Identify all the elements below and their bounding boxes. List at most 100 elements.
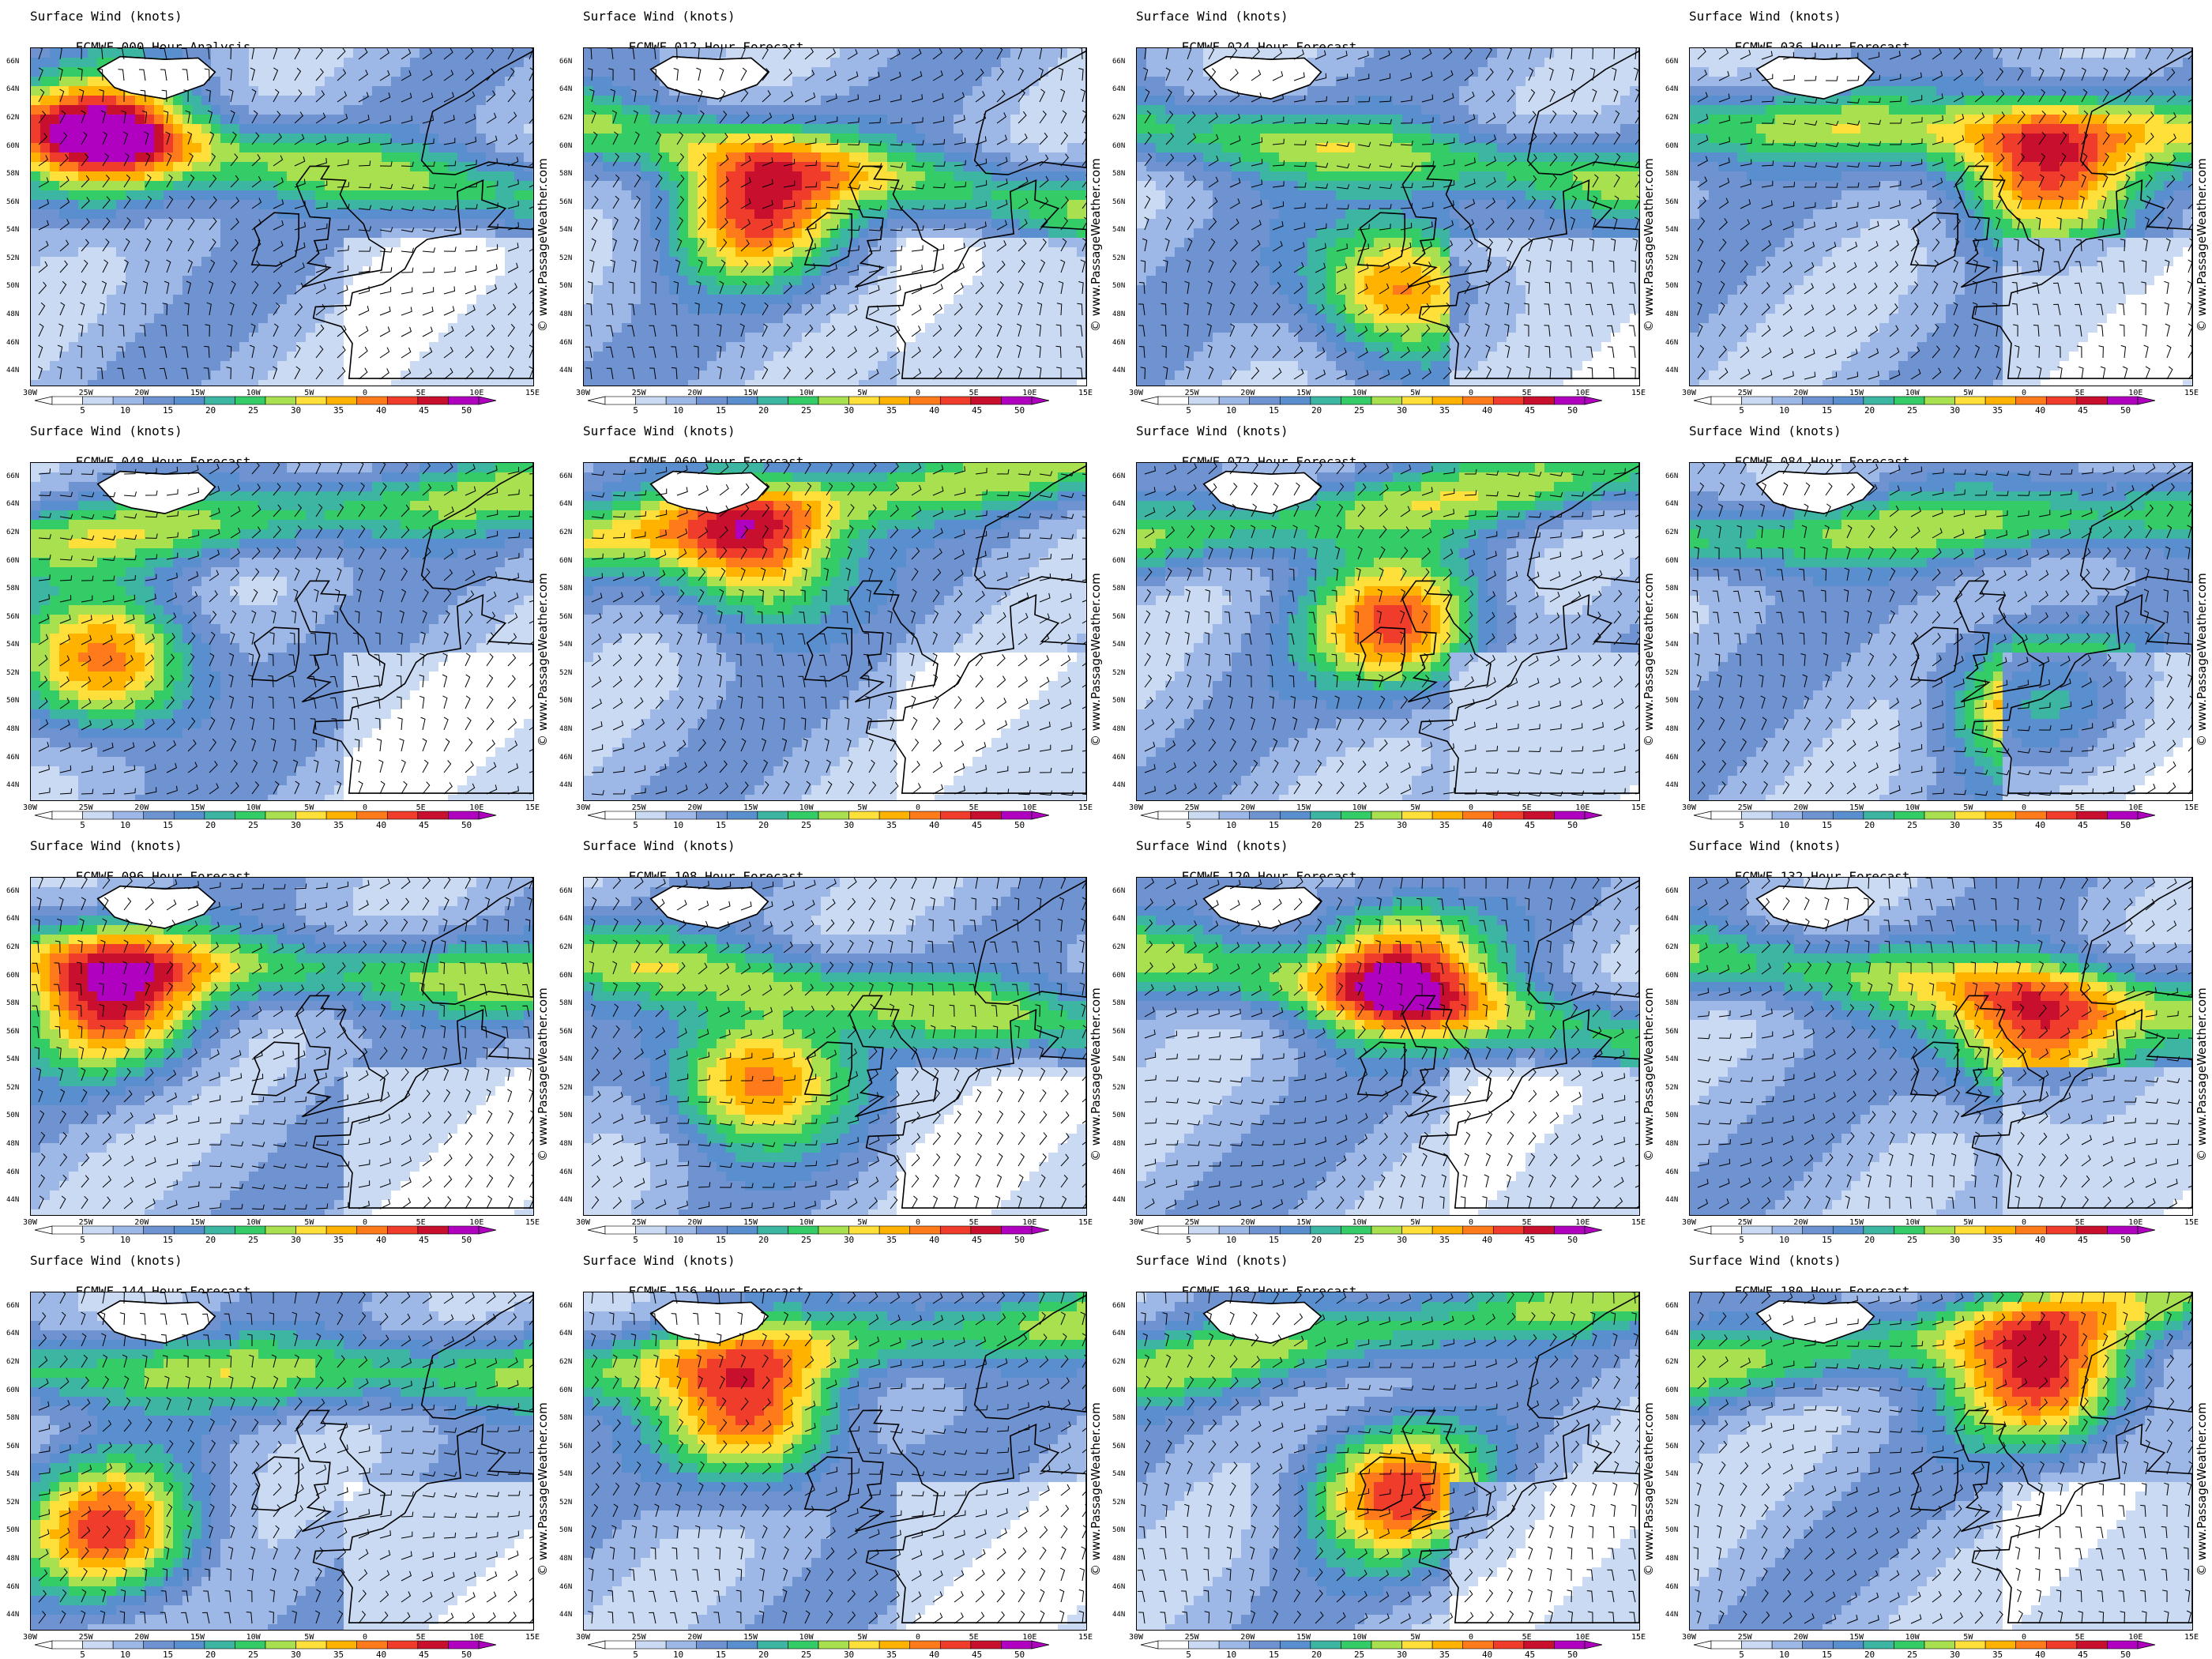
wind-barb	[422, 568, 431, 581]
wind-barb	[587, 68, 593, 81]
lat-label: 50N	[559, 697, 572, 705]
wind-barb	[1910, 676, 1921, 688]
wind-barb	[1549, 532, 1562, 539]
wind-barb	[1293, 897, 1303, 911]
wind-barb	[1761, 759, 1769, 773]
lat-label: 44N	[559, 367, 572, 374]
wind-barb	[1507, 791, 1521, 796]
lon-label: 15W	[190, 389, 205, 397]
wind-barb	[294, 303, 303, 316]
wind-barb	[1613, 983, 1623, 996]
wind-barb	[1144, 1052, 1157, 1060]
wind-barb	[1229, 1200, 1241, 1209]
wind-barb	[932, 224, 946, 231]
wind-barb	[2038, 679, 2050, 688]
colorbar-swatch	[1894, 396, 1925, 405]
wind-barb	[868, 897, 876, 911]
wind-barb	[422, 115, 434, 124]
wind-barb	[187, 1116, 200, 1124]
wind-barb	[486, 367, 495, 380]
wind-barb	[2056, 217, 2062, 231]
wind-barb	[1825, 182, 1838, 188]
wind-barb	[2038, 769, 2052, 775]
wind-barb	[1464, 1131, 1471, 1146]
wind-barb	[1186, 259, 1191, 273]
wind-barb	[826, 325, 836, 337]
wind-barb	[1804, 221, 1815, 231]
lat-label: 48N	[6, 1140, 19, 1148]
wind-barb	[422, 759, 429, 773]
wind-barb	[932, 568, 942, 581]
wind-barb	[996, 698, 1007, 709]
wind-barb	[847, 759, 853, 773]
colorbar-swatch	[604, 1225, 636, 1235]
wind-barb	[1251, 1031, 1263, 1039]
wind-barb	[781, 567, 787, 581]
wind-barb	[1293, 463, 1301, 475]
wind-barb	[422, 738, 427, 752]
wind-barb	[1485, 1153, 1492, 1167]
wind-barb	[1165, 48, 1169, 60]
wind-barb	[1356, 567, 1361, 581]
wind-barb	[59, 48, 62, 60]
wind-barb	[358, 246, 371, 252]
wind-barb	[996, 134, 1007, 145]
wind-map	[1689, 462, 2193, 801]
wind-barb	[932, 48, 942, 60]
wind-barb	[1782, 97, 1796, 103]
wind-barb	[401, 184, 415, 190]
wind-barb	[1485, 90, 1495, 103]
wind-barb	[1549, 551, 1562, 560]
wind-barb	[123, 719, 134, 731]
wind-barb	[1549, 724, 1562, 731]
wind-barb	[486, 611, 496, 624]
wind-barb	[1357, 1025, 1366, 1039]
wind-barb	[527, 897, 532, 911]
colorbar-swatch	[1157, 396, 1189, 405]
wind-barb	[401, 307, 412, 316]
wind-barb	[1996, 153, 2005, 167]
wind-barb	[1208, 546, 1213, 560]
wind-barb	[2102, 632, 2111, 645]
wind-barb	[378, 759, 384, 773]
wind-barb	[612, 766, 625, 773]
wind-barb	[1419, 1003, 1424, 1018]
wind-barb	[337, 781, 342, 795]
wind-barb	[2081, 487, 2094, 496]
wind-barb	[2011, 282, 2018, 295]
wind-barb	[868, 94, 881, 103]
wind-barb	[273, 883, 286, 890]
wind-barb	[1357, 463, 1367, 475]
wind-barb	[358, 92, 369, 103]
wind-barb	[954, 569, 964, 581]
wind-barb	[2184, 546, 2191, 560]
wind-barb	[1018, 633, 1028, 645]
colorbar-label: 15	[163, 1235, 173, 1243]
wind-barb	[145, 982, 150, 996]
wind-barb	[1290, 696, 1296, 709]
wind-barb	[1846, 241, 1858, 252]
wind-barb	[1187, 1141, 1200, 1146]
wind-barb	[529, 302, 533, 316]
wind-barb	[975, 551, 987, 560]
wind-barb	[612, 1070, 623, 1082]
lat-label: 54N	[559, 226, 572, 234]
wind-barb	[1336, 163, 1350, 169]
wind-barb	[1229, 525, 1236, 539]
wind-barb	[1400, 653, 1405, 667]
wind-barb	[1357, 73, 1370, 81]
wind-barb	[1060, 153, 1069, 167]
wind-barb	[1910, 281, 1919, 295]
wind-barb	[655, 1004, 664, 1018]
wind-barb	[655, 611, 664, 624]
wind-barb	[1271, 525, 1277, 539]
wind-barb	[1910, 368, 1921, 380]
wind-barb	[606, 367, 614, 380]
wind-barb	[352, 675, 359, 688]
wind-barb	[486, 878, 492, 890]
wind-barb	[251, 984, 262, 996]
lat-label: 60N	[6, 972, 19, 980]
wind-barb	[529, 48, 533, 60]
wind-field-svg	[584, 48, 1086, 386]
wind-barb	[1974, 112, 1985, 124]
